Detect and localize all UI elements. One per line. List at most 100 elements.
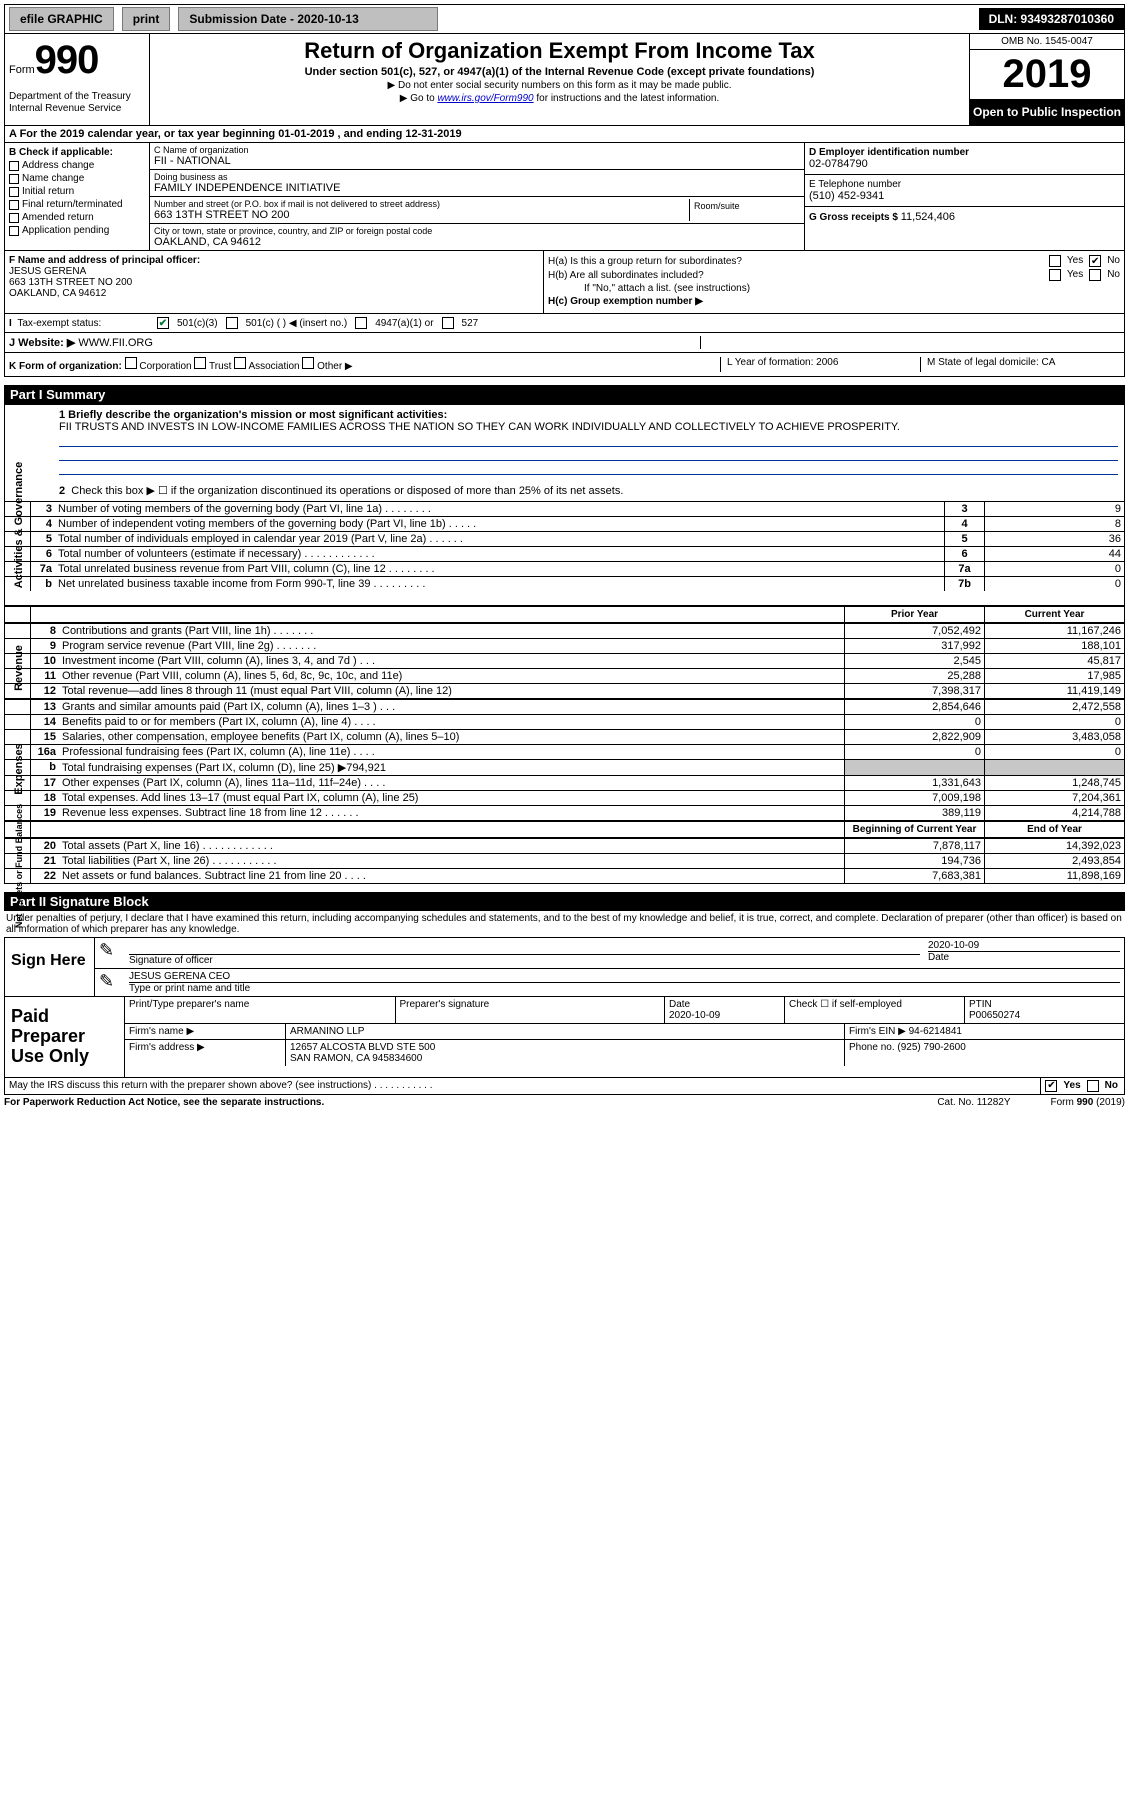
chk-amended[interactable] [9, 213, 19, 223]
chk-final-return[interactable] [9, 200, 19, 210]
data-line: 15Salaries, other compensation, employee… [5, 729, 1124, 744]
website-row: J Website: ▶ WWW.FII.ORG [4, 333, 1125, 353]
chk-501c[interactable] [226, 317, 238, 329]
dept-treasury: Department of the Treasury [9, 91, 145, 103]
mission-text: FII TRUSTS AND INVESTS IN LOW-INCOME FAM… [59, 421, 900, 433]
row-a-period: A For the 2019 calendar year, or tax yea… [4, 126, 1125, 143]
org-name: FII - NATIONAL [154, 155, 800, 167]
firm-name: ARMANINO LLP [285, 1024, 844, 1039]
ha-label: H(a) Is this a group return for subordin… [548, 256, 742, 267]
part1-bar: Part I Summary [4, 385, 1125, 404]
chk-app-pending[interactable] [9, 226, 19, 236]
form-word: Form [9, 64, 35, 76]
ptin: P00650274 [969, 1010, 1020, 1021]
col-begin-year: Beginning of Current Year [844, 822, 984, 837]
officer-addr2: OAKLAND, CA 94612 [9, 288, 539, 299]
box-b-label: B Check if applicable: [9, 147, 145, 158]
col-prior-year: Prior Year [844, 607, 984, 622]
tax-year: 2019 [970, 50, 1124, 100]
hc-label: H(c) Group exemption number ▶ [548, 296, 703, 307]
side-label-net: Net Assets or Fund Balances [14, 804, 24, 928]
print-button[interactable]: print [122, 7, 171, 31]
chk-assoc[interactable] [234, 357, 246, 369]
submission-date: Submission Date - 2020-10-13 [178, 7, 438, 31]
tax-exempt-row: I Tax-exempt status: 501(c)(3) 501(c) ( … [4, 314, 1125, 333]
paid-preparer-block: Paid Preparer Use Only Print/Type prepar… [4, 997, 1125, 1077]
data-line: 11Other revenue (Part VIII, column (A), … [5, 668, 1124, 683]
website-url: WWW.FII.ORG [78, 337, 153, 349]
sign-here-label: Sign Here [5, 938, 95, 996]
phone-label: E Telephone number [809, 179, 1120, 190]
ag-line: 5Total number of individuals employed in… [5, 531, 1124, 546]
paid-preparer-label: Paid Preparer Use Only [5, 997, 125, 1076]
ha-no[interactable]: ✔ [1089, 255, 1101, 267]
side-label-rev: Revenue [13, 645, 25, 691]
top-bar: efile GRAPHIC print Submission Date - 20… [4, 4, 1125, 34]
irs-link[interactable]: www.irs.gov/Form990 [437, 93, 533, 104]
col-end-year: End of Year [984, 822, 1124, 837]
chk-trust[interactable] [194, 357, 206, 369]
officer-group-block: F Name and address of principal officer:… [4, 251, 1125, 314]
chk-527[interactable] [442, 317, 454, 329]
chk-name-change[interactable] [9, 174, 19, 184]
data-line: 13Grants and similar amounts paid (Part … [5, 699, 1124, 714]
form-header: Form 990 Department of the Treasury Inte… [4, 34, 1125, 126]
room-label: Room/suite [694, 201, 796, 211]
ag-line: bNet unrelated business taxable income f… [5, 576, 1124, 591]
data-line: 18Total expenses. Add lines 13–17 (must … [5, 790, 1124, 805]
chk-501c3[interactable] [157, 317, 169, 329]
gross-receipts-label: G Gross receipts $ [809, 212, 898, 223]
website-label: J Website: ▶ [9, 337, 75, 349]
open-to-public: Open to Public Inspection [970, 100, 1124, 125]
prep-date: 2020-10-09 [669, 1010, 720, 1021]
page-footer: For Paperwork Reduction Act Notice, see … [4, 1095, 1125, 1110]
omb-number: OMB No. 1545-0047 [970, 34, 1124, 50]
data-line: 20Total assets (Part X, line 16) . . . .… [5, 838, 1124, 853]
chk-corp[interactable] [125, 357, 137, 369]
sig-date-label: Date [928, 951, 1120, 963]
sig-date: 2020-10-09 [928, 940, 1120, 951]
box-k-label: K Form of organization: [9, 361, 122, 372]
part1-body: Activities & Governance 1 Briefly descri… [4, 404, 1125, 884]
dept-irs: Internal Revenue Service [9, 103, 145, 115]
hb-label: H(b) Are all subordinates included? [548, 270, 704, 281]
form-goto-pre: Go to [410, 93, 437, 104]
chk-4947[interactable] [355, 317, 367, 329]
sig-officer-label: Signature of officer [129, 954, 920, 966]
data-line: 16aProfessional fundraising fees (Part I… [5, 744, 1124, 759]
year-formation: L Year of formation: 2006 [720, 357, 920, 372]
chk-other[interactable] [302, 357, 314, 369]
city-state-zip: OAKLAND, CA 94612 [154, 236, 800, 248]
line2-text: Check this box ▶ ☐ if the organization d… [71, 485, 623, 497]
ein: 02-0784790 [809, 158, 1120, 170]
form-of-org-row: K Form of organization: Corporation Trus… [4, 353, 1125, 377]
firm-name-label: Firm's name ▶ [125, 1024, 285, 1039]
irs-discuss-q: May the IRS discuss this return with the… [5, 1078, 924, 1094]
dba: FAMILY INDEPENDENCE INITIATIVE [154, 182, 800, 194]
hb-no[interactable] [1089, 269, 1101, 281]
prep-name-label: Print/Type preparer's name [125, 997, 395, 1023]
street-address: 663 13TH STREET NO 200 [154, 209, 689, 221]
officer-addr1: 663 13TH STREET NO 200 [9, 277, 539, 288]
irs-no[interactable] [1087, 1080, 1099, 1092]
chk-initial-return[interactable] [9, 187, 19, 197]
ag-line: 7aTotal unrelated business revenue from … [5, 561, 1124, 576]
firm-phone: (925) 790-2600 [897, 1042, 965, 1053]
org-name-label: C Name of organization [154, 145, 800, 155]
officer-name-title: JESUS GERENA CEO [129, 971, 1120, 982]
ag-line: 6Total number of volunteers (estimate if… [5, 546, 1124, 561]
hb-yes[interactable] [1049, 269, 1061, 281]
sign-here-block: Sign Here ✎ Signature of officer 2020-10… [4, 937, 1125, 997]
officer-name: JESUS GERENA [9, 266, 539, 277]
entity-block: B Check if applicable: Address change Na… [4, 143, 1125, 251]
form-note-ssn: Do not enter social security numbers on … [398, 80, 731, 91]
form-number: 990 [35, 38, 99, 83]
data-line: 8Contributions and grants (Part VIII, li… [5, 623, 1124, 638]
footer-catno: Cat. No. 11282Y [937, 1097, 1010, 1108]
ha-yes[interactable] [1049, 255, 1061, 267]
firm-addr-label: Firm's address ▶ [125, 1040, 285, 1066]
irs-yes[interactable]: ✔ [1045, 1080, 1057, 1092]
chk-address-change[interactable] [9, 161, 19, 171]
prep-self-employed: Check ☐ if self-employed [784, 997, 964, 1023]
dln: DLN: 93493287010360 [979, 8, 1124, 30]
